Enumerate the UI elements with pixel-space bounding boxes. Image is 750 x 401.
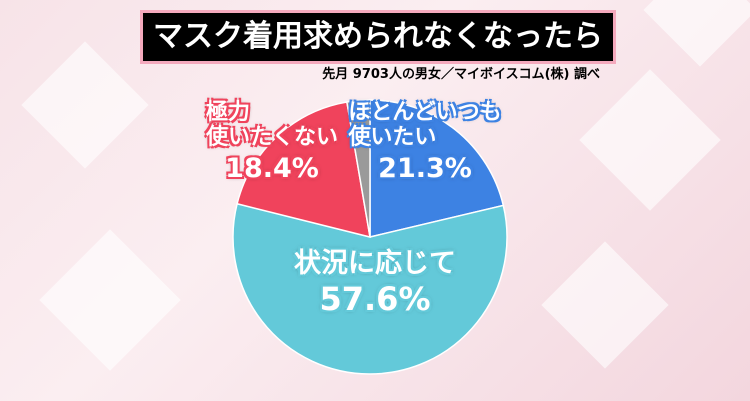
pie-slice (346, 99, 371, 238)
slice-label: 状況に応じて (294, 248, 456, 279)
pie-slice (369, 99, 505, 238)
slice-label: ほとんどいつも 使いたい (348, 100, 502, 151)
slice-value: 57.6% (319, 280, 431, 319)
slice-value: 18.4% (225, 152, 319, 184)
chart-subtitle: 先月 9703人の男女／マイボイスコム(株) 調べ (322, 67, 600, 82)
slice-value: 21.3% (378, 152, 472, 184)
pie-slice (232, 202, 508, 375)
slice-label: 極力 使いたくない (205, 100, 339, 151)
chart-title: マスク着用求められなくなったら (140, 10, 616, 64)
pie-slice (236, 101, 371, 239)
